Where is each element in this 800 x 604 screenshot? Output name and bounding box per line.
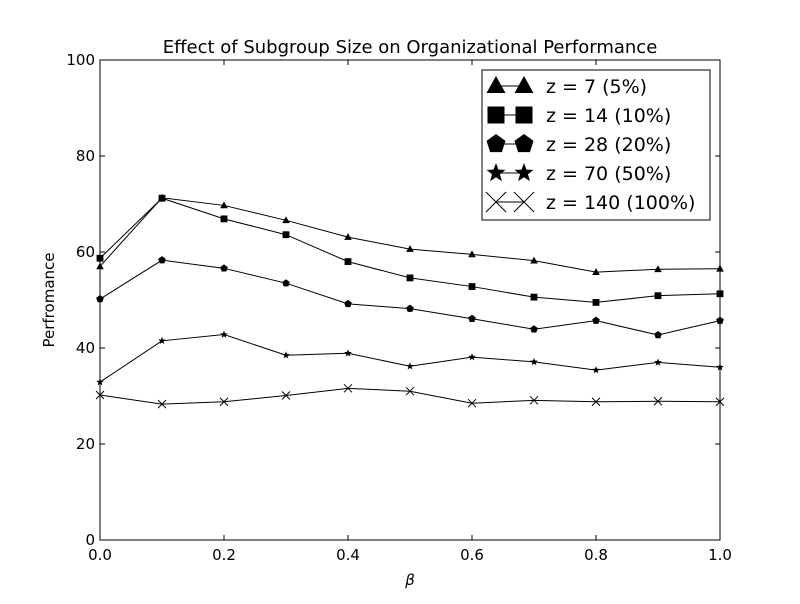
data-point (653, 396, 663, 406)
legend-label: z = 70 (50%) (546, 163, 671, 185)
data-point (282, 279, 290, 287)
data-point (96, 295, 104, 303)
data-point (220, 264, 228, 272)
series-x (95, 383, 725, 409)
data-point (468, 283, 476, 290)
data-point (468, 353, 476, 361)
y-tick-label: 20 (76, 435, 95, 453)
x-tick-label: 0.4 (336, 546, 360, 564)
data-point (95, 390, 105, 400)
legend-marker-square (515, 106, 533, 124)
legend-label: z = 140 (100%) (546, 192, 695, 214)
legend-item: z = 7 (5%) (486, 76, 647, 98)
data-point (654, 358, 662, 366)
data-point (220, 215, 228, 223)
legend-marker-star (514, 163, 534, 182)
x-tick-label: 1.0 (708, 546, 732, 564)
legend-label: z = 14 (10%) (546, 105, 671, 127)
data-point (592, 268, 600, 275)
data-point (468, 250, 476, 258)
legend-item: z = 140 (100%) (485, 191, 695, 214)
series-star (96, 330, 724, 386)
data-point (406, 362, 414, 370)
y-axis: 0 20 40 60 80 100 (66, 51, 720, 549)
data-point (716, 264, 724, 272)
data-point (344, 233, 352, 240)
data-point (158, 336, 166, 345)
data-point (530, 256, 538, 264)
legend-marker-x (513, 191, 535, 213)
data-point (530, 293, 538, 301)
data-point (530, 357, 538, 366)
data-point (592, 366, 600, 374)
legend-marker-triangle (486, 76, 506, 93)
x-tick-label: 0.8 (584, 546, 608, 564)
series-pentagon (96, 256, 724, 339)
data-point (592, 316, 600, 324)
data-point (282, 231, 290, 239)
legend: z = 7 (5%) z = 14 (10%) z = 28 (20%) z = 70… (481, 69, 711, 221)
data-point (96, 254, 104, 262)
legend-marker-star (486, 163, 506, 182)
data-point (344, 299, 352, 308)
data-point (96, 262, 104, 270)
y-tick-label: 0 (85, 531, 95, 549)
legend-item: z = 70 (50%) (486, 163, 671, 185)
data-point (220, 201, 228, 209)
x-tick-label: 0.0 (88, 546, 112, 564)
data-point (715, 397, 725, 407)
data-point (530, 325, 538, 333)
y-tick-label: 60 (76, 243, 95, 261)
y-axis-label: Perfromance (40, 253, 58, 348)
data-point (281, 391, 291, 400)
data-point (219, 397, 229, 407)
y-tick-label: 100 (66, 51, 95, 69)
data-point (158, 256, 166, 264)
series-square (96, 194, 724, 306)
legend-marker-pentagon (486, 134, 506, 153)
x-tick-label: 0.2 (212, 546, 236, 564)
data-point (592, 299, 600, 306)
data-point (344, 258, 352, 265)
data-point (468, 314, 476, 322)
data-point (220, 330, 228, 338)
y-tick-label: 80 (76, 147, 95, 165)
data-point (467, 398, 477, 408)
data-point (405, 386, 415, 396)
data-point (96, 378, 104, 386)
legend-label: z = 28 (20%) (546, 134, 671, 156)
x-axis-label: β (404, 571, 415, 589)
data-point (158, 194, 166, 202)
data-point (716, 316, 724, 324)
chart-title: Effect of Subgroup Size on Organizationa… (163, 37, 658, 58)
x-axis: 0.0 0.2 0.4 0.6 0.8 1.0 (88, 60, 732, 564)
data-point (344, 349, 352, 357)
data-point (406, 245, 414, 252)
data-point (654, 331, 662, 339)
y-tick-label: 40 (76, 339, 95, 357)
legend-marker-square (487, 106, 505, 124)
data-point (282, 216, 290, 224)
data-point (654, 265, 662, 273)
legend-label: z = 7 (5%) (546, 76, 647, 98)
data-point (406, 304, 414, 312)
data-point (157, 399, 167, 409)
data-point (716, 290, 724, 298)
legend-item: z = 28 (20%) (486, 134, 671, 156)
legend-marker-triangle (514, 76, 534, 93)
data-point (282, 351, 290, 359)
series-layer (95, 193, 725, 409)
data-point (654, 292, 662, 300)
legend-marker-x (485, 191, 507, 213)
data-point (529, 395, 539, 405)
data-point (406, 274, 414, 282)
data-point (716, 363, 724, 371)
legend-item: z = 14 (10%) (487, 105, 671, 127)
data-point (343, 383, 353, 393)
legend-marker-pentagon (514, 134, 534, 153)
data-point (591, 397, 601, 407)
x-tick-label: 0.6 (460, 546, 484, 564)
